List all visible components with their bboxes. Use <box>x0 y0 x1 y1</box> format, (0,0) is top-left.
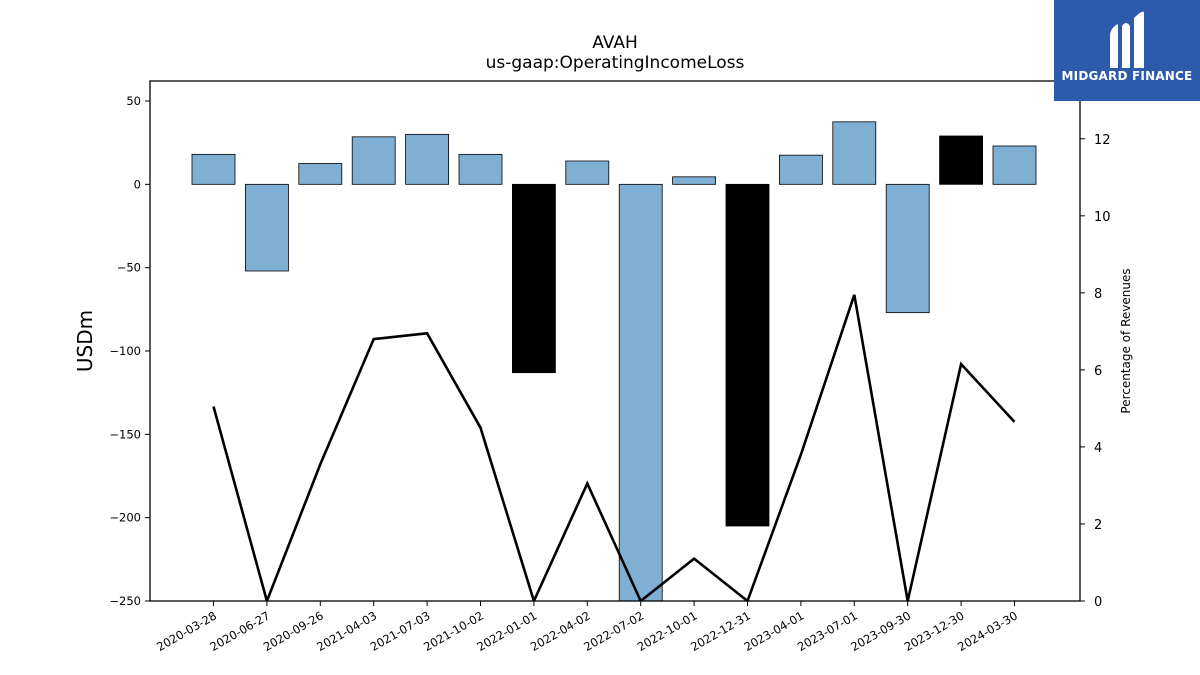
x-tick-label: 2021-10-02 <box>421 608 486 654</box>
bar-2023-12-30 <box>939 135 983 185</box>
bar-2023-04-01 <box>779 154 823 185</box>
brand-logo: MIDGARD FINANCE <box>1054 0 1200 101</box>
x-tick-label: 2021-04-03 <box>314 608 379 654</box>
bar-2023-07-01 <box>832 121 877 185</box>
bar-2021-10-02 <box>458 153 503 185</box>
x-tick-label: 2024-03-30 <box>955 608 1020 654</box>
bar-2024-03-30 <box>992 145 1037 185</box>
x-tick-label: 2021-07-03 <box>368 608 433 654</box>
y2-tick-label: 10 <box>1094 210 1111 225</box>
x-tick-label: 2022-04-02 <box>528 608 593 654</box>
percentage-line <box>212 294 1016 601</box>
y-axis-label: USDm <box>73 310 97 372</box>
x-tick-label: 2023-04-01 <box>742 608 807 654</box>
y-tick-label: −250 <box>109 594 141 608</box>
bar-2022-01-01 <box>512 183 556 374</box>
bar-2022-10-01 <box>672 176 716 185</box>
x-tick-label: 2020-09-26 <box>261 608 326 654</box>
y2-axis-label: Percentage of Revenues <box>1119 268 1133 413</box>
y-tick-label: −50 <box>117 261 141 275</box>
x-tick-label: 2022-10-01 <box>635 608 700 654</box>
bar-2022-04-02 <box>565 160 610 185</box>
plot-frame <box>149 80 1081 602</box>
bar-2021-04-03 <box>351 136 396 185</box>
brand-name: MIDGARD FINANCE <box>1061 69 1193 83</box>
y2-tick-label: 4 <box>1094 441 1102 456</box>
bar-2021-07-03 <box>405 133 450 185</box>
bar-2020-06-27 <box>244 183 289 272</box>
chart-title: AVAH <box>592 33 638 53</box>
midgard-logo-icon <box>1110 11 1144 68</box>
bar-2020-03-28 <box>191 153 236 185</box>
x-tick-label: 2020-03-28 <box>154 608 219 654</box>
plot-area: 50 0 −50 −100 −150 −200 −250 0 2 4 6 8 10 12 2020-03-2… <box>109 94 1110 654</box>
bar-2023-09-30 <box>885 183 930 314</box>
x-tick-label: 2023-09-30 <box>848 608 913 654</box>
x-tick-label: 2022-12-31 <box>688 608 753 654</box>
y-tick-label: −100 <box>109 344 141 358</box>
y2-tick-label: 2 <box>1094 518 1102 533</box>
bar-2020-09-26 <box>298 163 343 185</box>
y2-tick-label: 6 <box>1094 364 1102 379</box>
y2-tick-label: 12 <box>1094 133 1111 148</box>
y-tick-label: 0 <box>134 177 141 191</box>
y-tick-label: 50 <box>126 94 141 108</box>
chart-subtitle: us-gaap:OperatingIncomeLoss <box>486 53 745 73</box>
x-tick-label: 2022-07-02 <box>581 608 646 654</box>
y2-tick-label: 0 <box>1094 595 1102 610</box>
bar-2022-12-31 <box>725 183 770 527</box>
y-tick-label: −200 <box>109 511 141 525</box>
y2-tick-label: 8 <box>1094 287 1102 302</box>
x-tick-label: 2023-12-30 <box>902 608 967 654</box>
x-tick-label: 2022-01-01 <box>475 608 540 654</box>
x-tick-label: 2023-07-01 <box>795 608 860 654</box>
bar-2022-07-02 <box>618 183 663 602</box>
x-tick-label: 2020-06-27 <box>208 608 273 654</box>
y-tick-label: −150 <box>109 427 141 441</box>
